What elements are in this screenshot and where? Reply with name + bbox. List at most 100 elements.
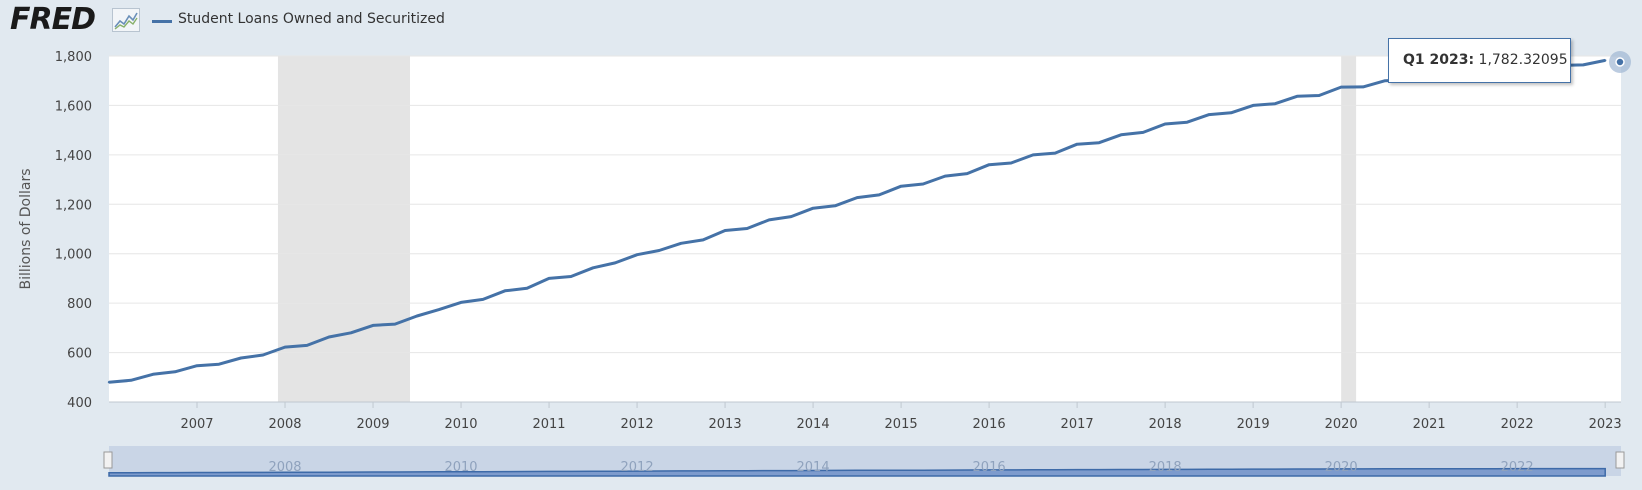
navigator-series-area [108,467,1606,477]
fred-logo[interactable]: FRED [10,2,96,37]
data-point [459,301,463,304]
hover-point[interactable] [1615,57,1625,67]
data-point [1383,79,1387,82]
data-point [195,364,199,367]
data-point [129,379,133,382]
data-point [525,287,529,290]
y-tick-label: 1,600 [55,99,92,114]
y-tick-label: 1,400 [55,149,92,164]
data-point [239,356,243,360]
navigator-handle-right[interactable] [1615,451,1625,469]
legend-swatch [152,20,172,23]
data-point [327,335,331,339]
navigator-tick-label: 2020 [1325,460,1358,475]
data-point [1339,85,1343,89]
y-tick-label: 800 [67,297,92,312]
data-point [745,227,749,230]
data-point [261,353,265,357]
navigator-ticks: 2008 2010 2012 2014 2016 2018 2020 2022 [268,460,1533,475]
data-point [899,185,903,188]
navigator-tick-label: 2012 [621,460,654,475]
navigator-handle-left[interactable] [103,451,113,469]
x-tick-label: 2013 [709,417,742,432]
recession-band-1 [1341,56,1357,402]
data-point [1317,94,1321,97]
x-tick-label: 2007 [180,417,213,432]
data-point [921,182,925,186]
y-tick-label: 600 [67,347,92,362]
data-point [305,344,309,347]
data-point [1163,122,1167,126]
data-point [349,331,353,334]
data-point [1053,151,1057,155]
navigator-tick-label: 2022 [1501,460,1534,475]
data-point [437,308,441,311]
recession-shading [277,56,1357,402]
x-tick-label: 2008 [268,417,301,432]
x-tick-label: 2018 [1149,417,1182,432]
data-point [965,172,969,175]
data-point [1207,113,1211,116]
x-tick-label: 2023 [1589,417,1622,432]
navigator-tick-label: 2014 [797,460,830,475]
y-tick-label: 400 [67,396,92,411]
data-point [657,249,661,252]
x-tick-label: 2021 [1413,417,1446,432]
x-axis-ticks: 2007 2008 2009 2010 2011 2012 2013 2014 2015 2016… [180,402,1622,432]
tooltip-value: 1,782.32095 [1478,52,1568,68]
x-tick-label: 2017 [1061,417,1094,432]
data-point [1295,95,1299,98]
grid-lines [109,55,1621,354]
data-point [415,314,419,318]
legend-label: Student Loans Owned and Securitized [178,11,445,27]
data-point [1582,63,1585,67]
x-tick-label: 2009 [356,417,389,432]
data-point [1031,153,1035,157]
data-point [987,163,991,166]
data-point [1075,143,1079,146]
data-point [283,345,287,349]
x-tick-label: 2014 [797,417,830,432]
x-tick-label: 2015 [885,417,918,432]
x-tick-label: 2011 [532,417,565,432]
line-graph-icon[interactable] [112,8,140,32]
data-point [393,322,397,326]
data-point [371,324,375,327]
data-point [613,261,617,265]
data-point [855,196,859,199]
data-point [635,253,639,256]
data-point [1119,133,1123,136]
y-axis-ticks: 400 600 800 1,000 1,200 1,400 1,600 1,800 [55,50,92,411]
navigator-tick-label: 2010 [444,460,477,475]
data-point [1097,141,1101,144]
data-point [877,193,881,197]
data-point [943,174,947,178]
data-point [173,370,177,373]
data-point [833,204,837,207]
tooltip-date: Q1 2023: [1403,52,1475,68]
x-tick-label: 2019 [1237,417,1270,432]
data-point [1141,131,1145,134]
x-tick-label: 2016 [973,417,1006,432]
navigator-tick-label: 2016 [973,460,1006,475]
navigator-tick-label: 2008 [268,460,301,475]
y-tick-label: 1,200 [55,198,92,213]
data-point [1185,121,1189,124]
y-tick-label: 1,800 [55,50,92,65]
tooltip: Q1 2023: 1,782.32095 [1388,38,1571,83]
data-point [767,218,771,222]
y-axis-label: Billions of Dollars [18,168,34,289]
y-tick-label: 1,000 [55,248,92,263]
data-point [503,289,507,292]
data-point [723,229,727,232]
data-point [679,242,683,245]
data-point [1273,102,1277,105]
data-point [481,298,485,301]
data-point [569,275,573,278]
chart-header: FRED Student Loans Owned and Securitized [0,0,1642,44]
data-point [1009,161,1013,165]
data-point [701,238,705,242]
x-tick-label: 2012 [621,417,654,432]
x-tick-label: 2010 [444,417,477,432]
